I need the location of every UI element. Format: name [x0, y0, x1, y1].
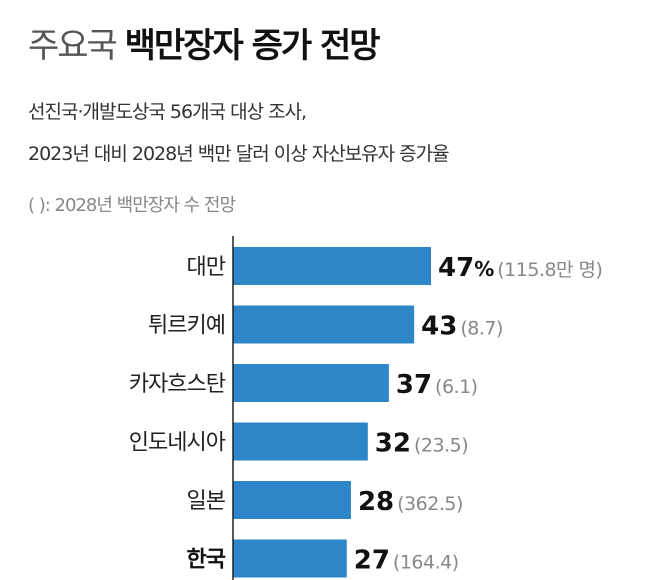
category-label: 한국: [187, 548, 226, 573]
secondary-label: (23.5): [414, 435, 468, 457]
secondary-label: (164.4): [393, 552, 459, 574]
category-label: 대만: [187, 255, 226, 280]
category-label: 튀르키예: [148, 314, 225, 339]
value-label: 27 (164.4): [354, 546, 459, 576]
value-label: 37 (6.1): [396, 370, 478, 400]
bar: [233, 364, 389, 402]
chart-title: 주요국 백만장자 증가 전망: [28, 18, 381, 67]
secondary-label: (8.7): [460, 318, 503, 340]
subtitle-line-2: 2023년 대비 2028년 백만 달러 이상 자산보유자 증가율: [28, 143, 450, 165]
secondary-label: (115.8만 명): [497, 259, 602, 281]
secondary-label: (6.1): [435, 376, 478, 398]
title-bold: 백만장자 증가 전망: [124, 26, 381, 66]
bar: [233, 247, 431, 285]
value-label: 47% (115.8만 명): [438, 253, 602, 283]
value-label: 28 (362.5): [358, 487, 463, 517]
bar: [233, 422, 368, 461]
subtitle-line-1: 선진국·개발도상국 56개국 대상 조사,: [28, 101, 307, 123]
category-label: 카자흐스탄: [129, 372, 226, 397]
title-light: 주요국: [28, 26, 118, 66]
unit-note: ( ): 2028년 백만장자 수 전망: [28, 195, 236, 216]
unit-label: %: [474, 257, 494, 281]
bar: [233, 539, 347, 578]
value-label: 32 (23.5): [375, 429, 468, 459]
category-label: 인도네시아: [129, 431, 226, 456]
value-label: 43 (8.7): [421, 312, 503, 342]
bar: [233, 305, 415, 344]
secondary-label: (362.5): [397, 493, 463, 515]
bar: [233, 481, 351, 519]
category-label: 일본: [187, 489, 226, 514]
